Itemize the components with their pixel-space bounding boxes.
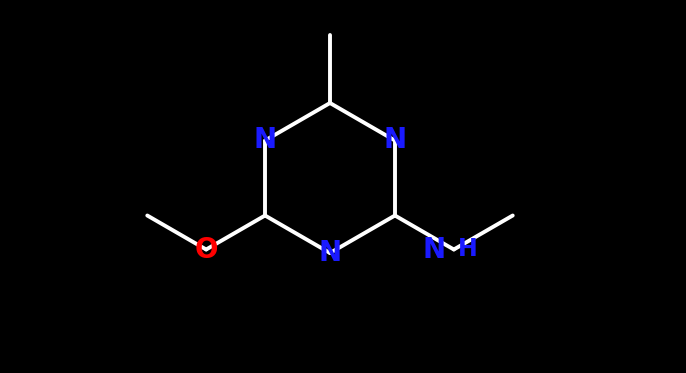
Text: H: H [458,238,477,261]
Text: N: N [254,126,276,154]
Text: N: N [383,126,407,154]
Text: O: O [194,235,218,263]
Text: N: N [318,239,342,267]
Text: N: N [423,235,446,263]
